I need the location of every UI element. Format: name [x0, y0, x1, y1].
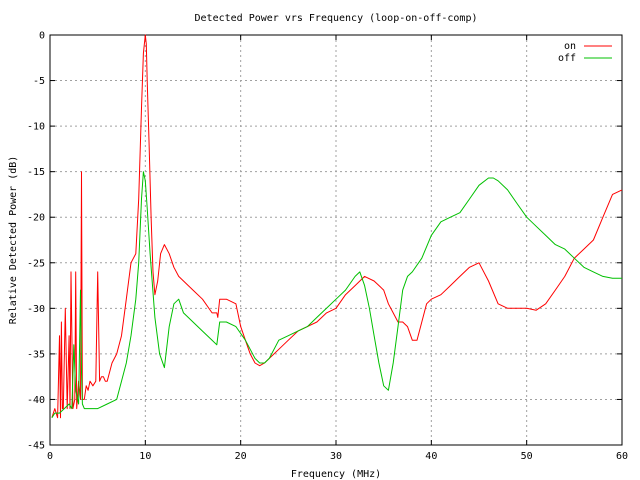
y-axis-label: Relative Detected Power (dB)	[8, 156, 19, 325]
y-tick-label: -20	[27, 213, 45, 224]
y-tick-label: 0	[39, 31, 45, 42]
y-tick-label: -15	[27, 167, 45, 178]
y-tick-label: -10	[27, 122, 45, 133]
y-tick-label: -45	[27, 441, 45, 452]
x-tick-label: 60	[616, 451, 628, 462]
x-tick-label: 50	[521, 451, 533, 462]
y-tick-label: -30	[27, 304, 45, 315]
x-tick-label: 20	[235, 451, 247, 462]
series-layer	[51, 34, 623, 419]
x-tick-label: 0	[47, 451, 53, 462]
y-tick-label: -5	[33, 76, 45, 87]
y-tick-label: -35	[27, 349, 45, 360]
plot-frame	[49, 34, 623, 446]
x-axis-label: Frequency (MHz)	[291, 469, 381, 480]
legend-label-off: off	[558, 53, 576, 64]
legend: on off	[558, 41, 612, 64]
chart-title: Detected Power vrs Frequency (loop-on-of…	[195, 13, 478, 24]
series-line-on	[51, 34, 623, 419]
y-tick-label: -25	[27, 258, 45, 269]
y-tick-label: -40	[27, 395, 45, 406]
legend-label-on: on	[564, 41, 576, 52]
x-tick-label: 10	[139, 451, 151, 462]
x-tick-label: 40	[425, 451, 437, 462]
series-line-off	[51, 171, 622, 418]
x-tick-label: 30	[330, 451, 342, 462]
